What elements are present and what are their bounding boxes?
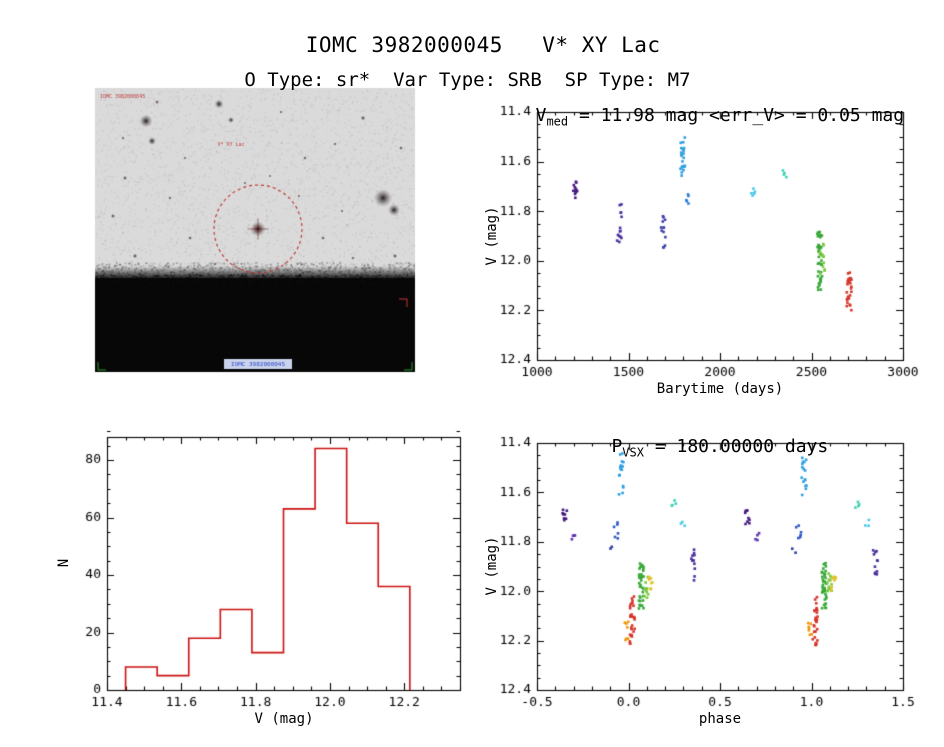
phase-plot-title: PVSX = 180.00000 days bbox=[590, 415, 828, 460]
phase-title-sub: VSX bbox=[622, 445, 644, 460]
page-subtitle-text: O Type: sr* Var Type: SRB SP Type: M7 bbox=[244, 69, 691, 91]
lightcurve-title: Vmed = 11.98 mag <err_V> = 0.05 mag bbox=[514, 84, 904, 129]
histogram-ylabel: N bbox=[56, 558, 72, 568]
phase-ylabel: V (mag) bbox=[484, 536, 500, 596]
lightcurve-ylabel: V (mag) bbox=[484, 206, 500, 266]
page-subtitle: O Type: sr* Var Type: SRB SP Type: M7 bbox=[221, 47, 690, 91]
phase-xlabel: phase bbox=[698, 711, 742, 727]
lightcurve-title-post: = 11.98 mag <err_V> = 0.05 mag bbox=[568, 105, 905, 126]
page-title-text: IOMC 3982000045 V* XY Lac bbox=[305, 33, 661, 57]
lightcurve-xlabel: Barytime (days) bbox=[656, 381, 784, 397]
phase-title-post: = 180.00000 days bbox=[643, 436, 829, 457]
lightcurve-title-sub: med bbox=[546, 114, 569, 129]
histogram-xlabel: V (mag) bbox=[254, 711, 314, 727]
phase-title-pre: P bbox=[611, 436, 623, 457]
lightcurve-title-pre: V bbox=[535, 105, 547, 126]
page-title: IOMC 3982000045 V* XY Lac bbox=[279, 9, 660, 57]
